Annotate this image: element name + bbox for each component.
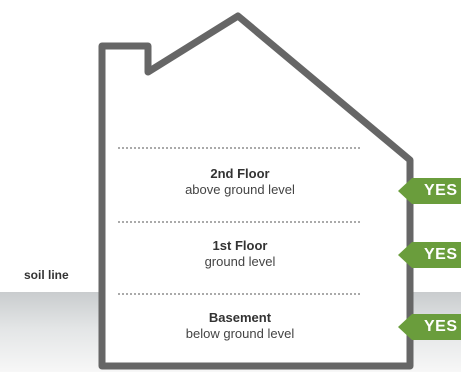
floor-name: Basement (208, 310, 272, 325)
floor-name: 1st Floor (212, 238, 268, 253)
soil-line-label: soil line (24, 268, 69, 282)
floor-description: ground level (204, 254, 276, 270)
yes-badge-first-floor: YES (398, 242, 461, 268)
house-outline (98, 12, 414, 370)
floor-label-basement: Basement below ground level (130, 310, 350, 343)
floor-description: below ground level (185, 326, 295, 342)
yes-badge-second-floor: YES (398, 178, 461, 204)
floor-name: 2nd Floor (210, 166, 270, 181)
yes-badge-basement: YES (398, 314, 461, 340)
floor-label-first: 1st Floor ground level (130, 238, 350, 271)
floor-label-second: 2nd Floor above ground level (130, 166, 350, 199)
floor-description: above ground level (185, 182, 295, 198)
